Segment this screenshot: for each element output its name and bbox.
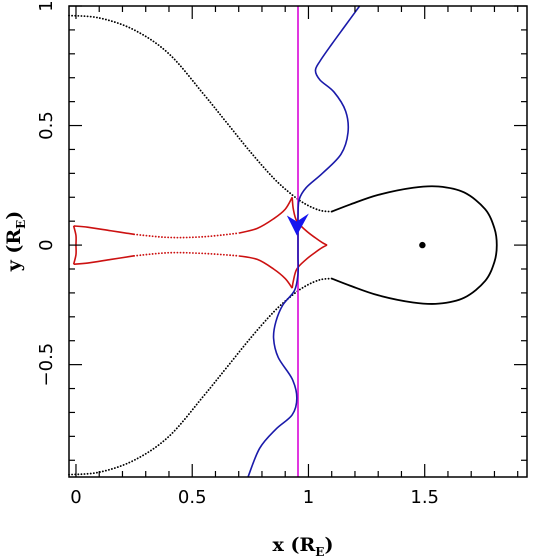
critical-curve-upper (68, 14, 333, 213)
ticks-layer: 0 0.5 1 1.5 −0.5 0 0.5 1 (36, 0, 527, 508)
caustic-segment (291, 197, 328, 246)
x-tick-label: 0.5 (178, 487, 207, 508)
x-tick-label: 1.5 (410, 487, 439, 508)
x-axis-label: x (RE) (273, 534, 334, 558)
direction-arrow-icon (286, 213, 309, 236)
plot-frame (68, 5, 528, 478)
caustic-dotted-segment (133, 251, 240, 257)
mass-point (419, 241, 426, 249)
y-tick-label: 0 (36, 239, 57, 250)
series-layer (68, 5, 498, 478)
caustic-segment (238, 255, 293, 289)
y-tick-label: 1 (36, 0, 57, 11)
y-axis-label: y (RE) (3, 211, 28, 273)
x-tick-label: 1 (303, 487, 314, 508)
y-tick-label: 0.5 (36, 111, 57, 140)
caustic-segment (73, 255, 135, 266)
x-tick-label: 0 (70, 487, 81, 508)
caustic-segment (73, 225, 135, 236)
caustic-segment (238, 196, 293, 234)
caustic-segment (291, 244, 328, 289)
trajectory-curve (247, 5, 361, 478)
caustic-dotted-segment (133, 232, 240, 239)
critical-curve-lower (68, 277, 333, 476)
critical-curve-right (331, 185, 498, 305)
y-tick-label: −0.5 (36, 343, 57, 387)
